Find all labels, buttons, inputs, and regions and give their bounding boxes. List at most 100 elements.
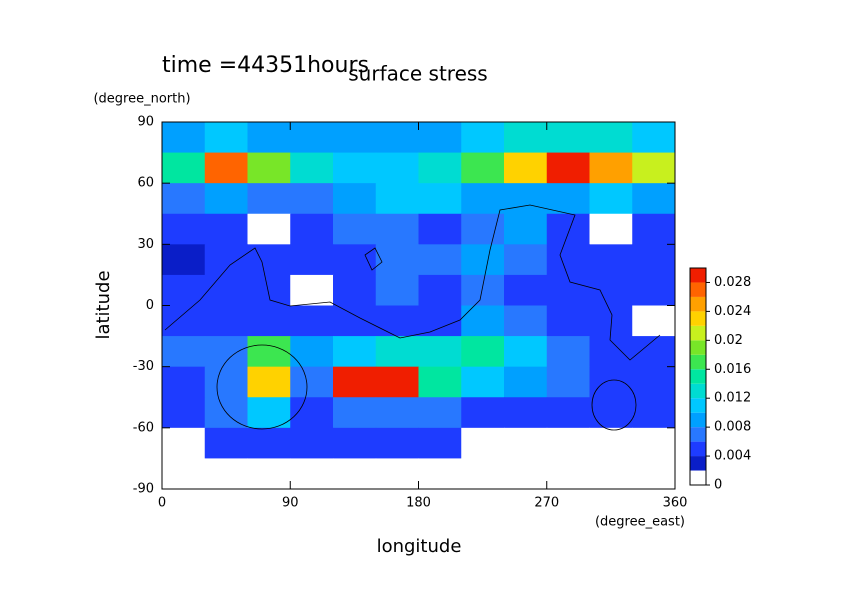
cell [333,183,377,215]
cell [290,244,334,276]
cell [418,122,462,154]
x-tick-label: 270 [534,496,559,511]
colorbar-swatch [690,340,706,355]
cell [504,183,548,215]
x-tick-label: 360 [663,496,688,511]
cell [418,336,462,368]
cell [290,122,334,154]
cell [546,366,590,398]
cell [247,397,291,429]
cell [589,122,633,154]
cell [162,122,206,154]
cell [204,427,248,459]
colorbar-swatch [690,268,706,283]
field [162,122,676,490]
cell [461,427,505,459]
cell [290,458,334,490]
coastline [164,204,661,361]
cell [418,244,462,276]
colorbar: 0 0.004 0.008 0.012 0.016 0.02 0.024 0.028 [689,267,751,493]
cell [632,336,676,368]
cell [504,152,548,184]
colorbar-tick-label: 0.02 [714,333,743,348]
cell [546,336,590,368]
cell [504,397,548,429]
cell [162,183,206,215]
cell [290,336,334,368]
cell [504,274,548,306]
cell [546,183,590,215]
cell [632,213,676,245]
colorbar-swatch [690,470,706,485]
colorbar-frame [689,267,707,486]
y-tick-label: 30 [137,237,154,252]
colorbar-swatch [690,311,706,326]
cell [418,213,462,245]
cell [589,458,633,490]
cell [162,305,206,337]
cell [504,366,548,398]
cell [632,397,676,429]
cell [333,122,377,154]
y-tick-label: -60 [133,420,154,435]
cell [162,244,206,276]
cell [333,274,377,306]
cell [333,213,377,245]
cell [461,458,505,490]
colorbar-tick-label: 0.016 [714,362,751,377]
cell [375,336,419,368]
cell [375,274,419,306]
x-tick-label: 90 [282,496,299,511]
cell [204,336,248,368]
cell [375,244,419,276]
cell [333,244,377,276]
cell [333,366,377,398]
cell [546,122,590,154]
cell [589,427,633,459]
cell [162,427,206,459]
cell [546,152,590,184]
cell [375,427,419,459]
colorbar-swatch [690,427,706,442]
cell [247,213,291,245]
cell [461,366,505,398]
cell [247,122,291,154]
cell [375,397,419,429]
cell [504,305,548,337]
y-unit: (degree_north) [93,92,190,107]
colorbar-swatch [690,441,706,457]
cell [632,274,676,306]
cell [461,397,505,429]
cell [546,458,590,490]
cell [418,366,462,398]
cell [204,122,248,154]
cell [632,122,676,154]
cell [290,152,334,184]
cell [589,152,633,184]
cell [290,213,334,245]
cell [247,244,291,276]
cell [375,366,419,398]
y-tick-label: -30 [133,359,154,374]
cell [418,274,462,306]
coastline [364,247,383,271]
cell [546,427,590,459]
colorbar-swatch [690,282,706,297]
cell [632,366,676,398]
cell [504,427,548,459]
x-tick-label: 180 [406,496,431,511]
cell [589,244,633,276]
y-tick-label: 60 [137,176,154,191]
y-tick-label: 90 [137,115,154,130]
cell [162,366,206,398]
colorbar-swatch [690,383,706,399]
cell [204,274,248,306]
colorbar-swatch [690,354,706,370]
cell [504,244,548,276]
cell [461,336,505,368]
coastline [216,344,308,430]
y-tick-label: 0 [146,298,154,313]
cell [204,458,248,490]
cell [632,305,676,337]
